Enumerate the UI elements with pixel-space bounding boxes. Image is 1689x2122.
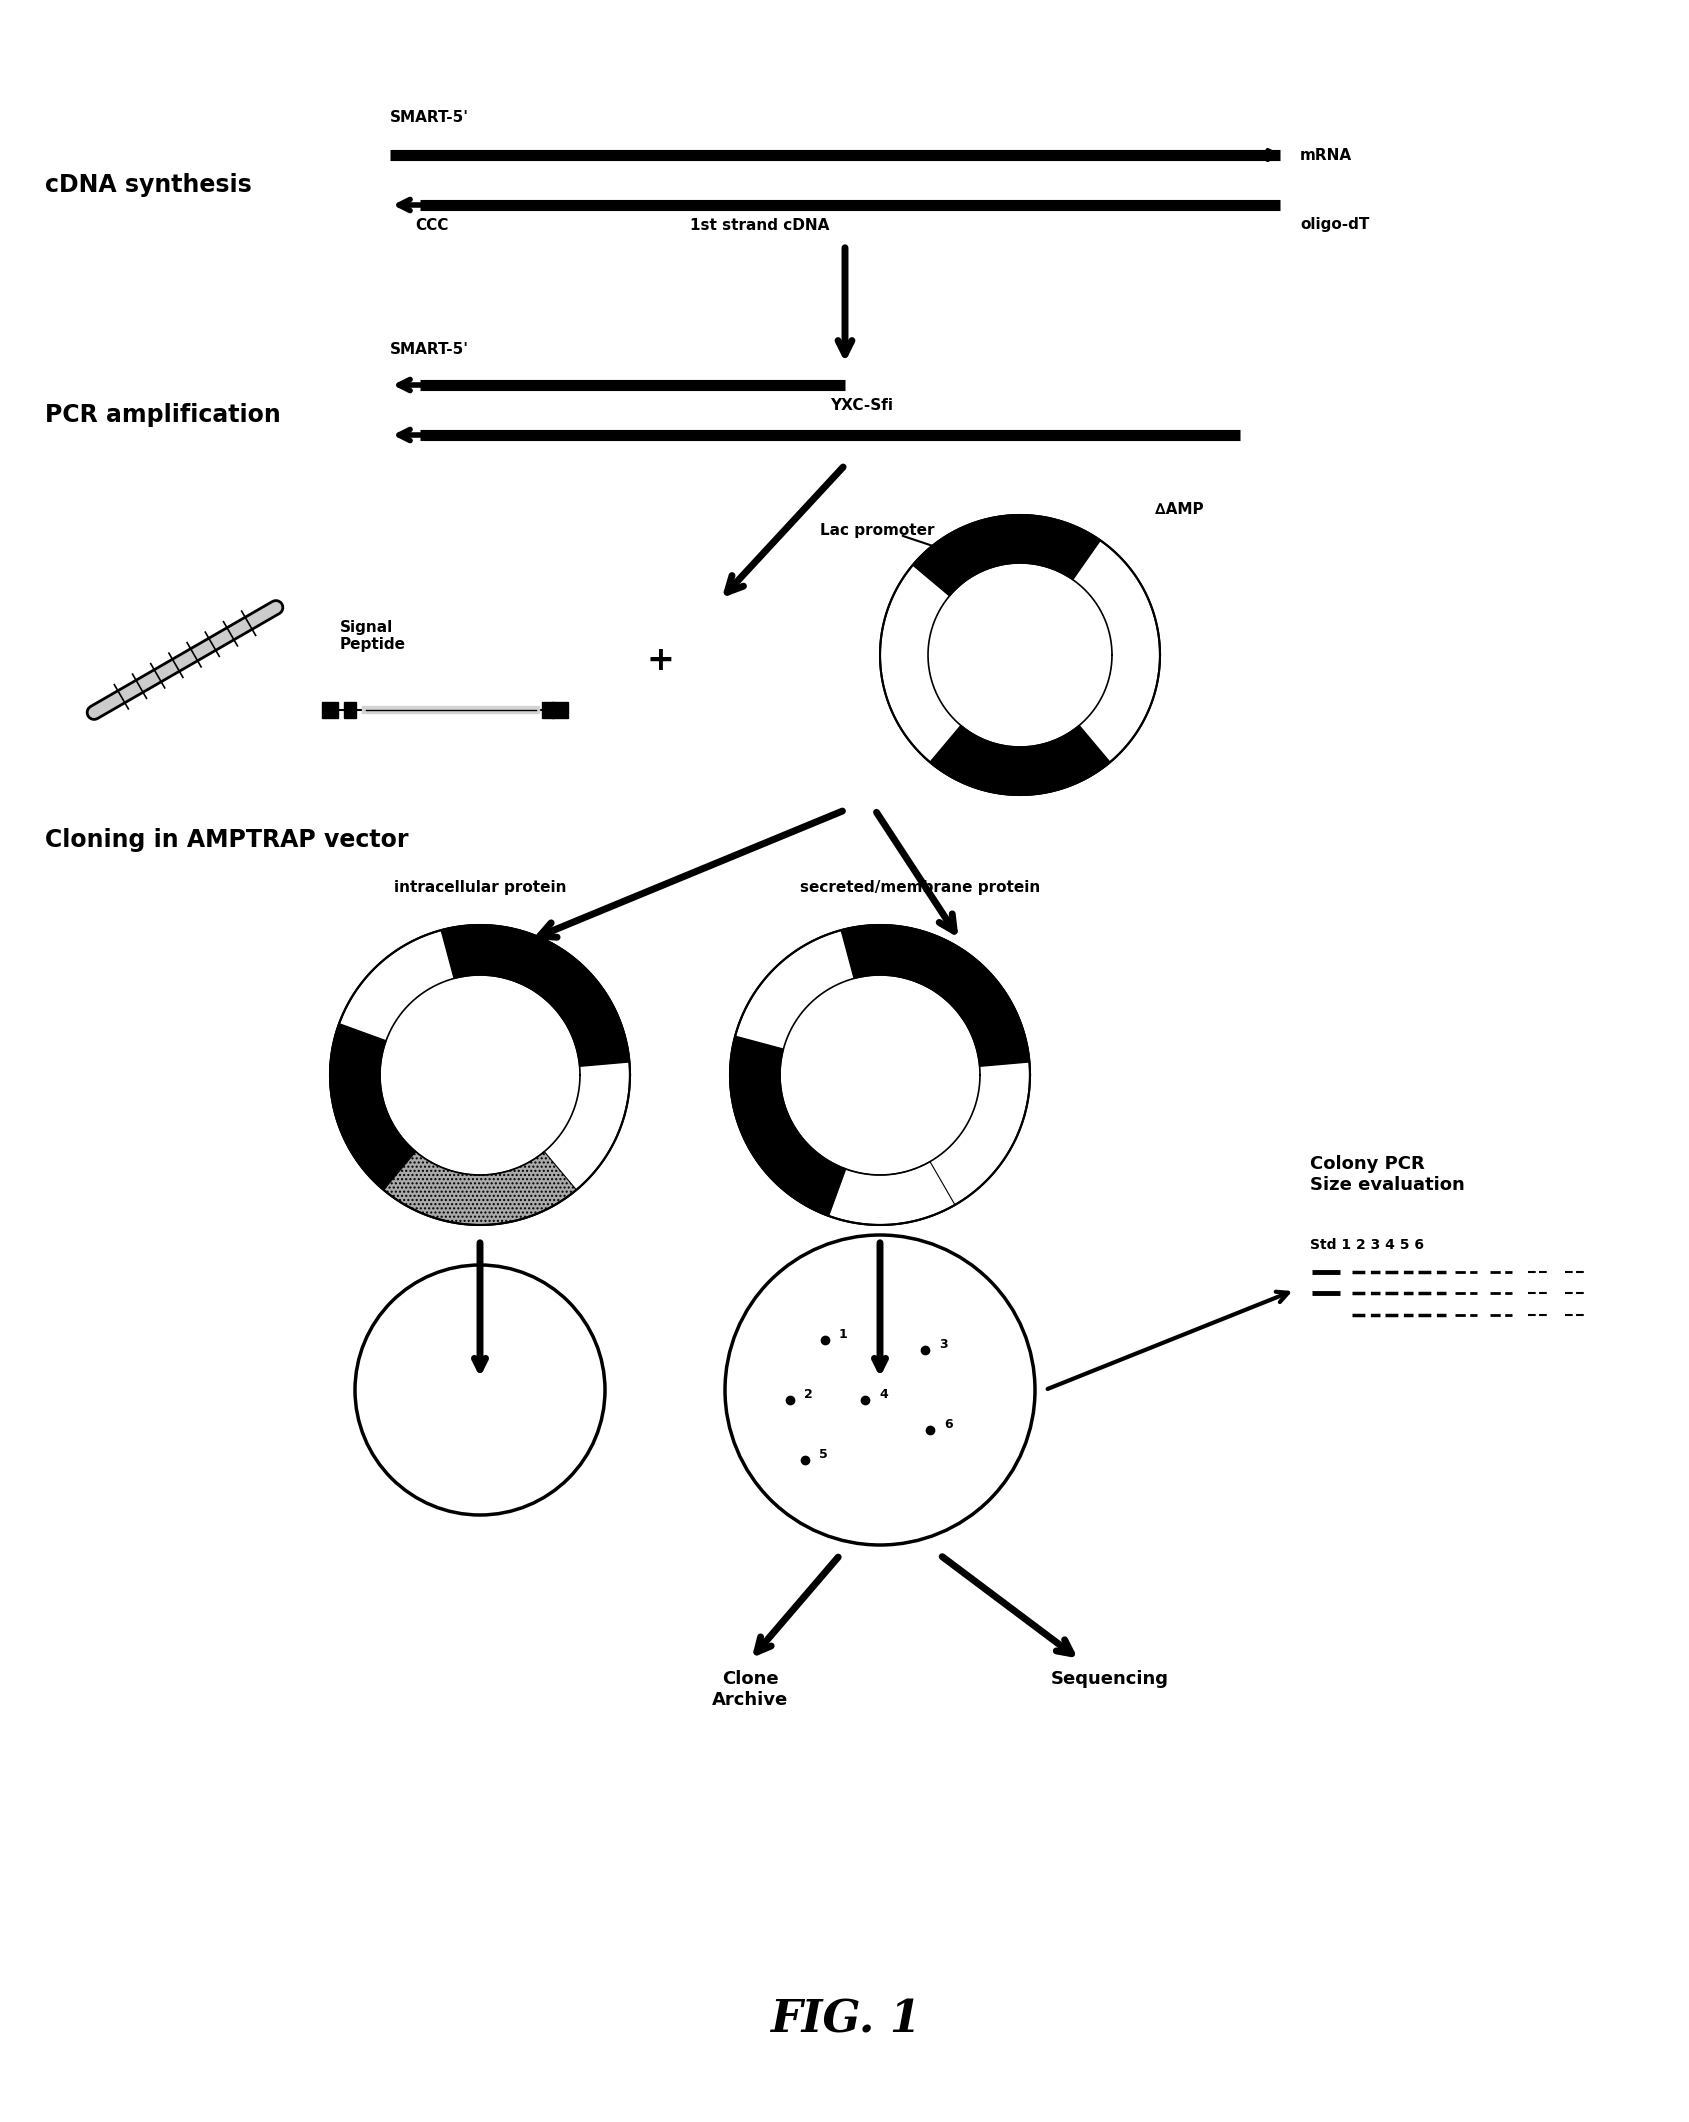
Text: +: + (645, 643, 674, 677)
Text: Signal
Peptide: Signal Peptide (339, 620, 405, 651)
Wedge shape (929, 726, 1110, 796)
Wedge shape (441, 925, 628, 1065)
Text: Clone
Archive: Clone Archive (711, 1670, 787, 1708)
Polygon shape (329, 925, 630, 1224)
Bar (542, 702, 554, 717)
Text: 3: 3 (939, 1339, 948, 1352)
Text: CCC: CCC (415, 216, 448, 233)
Text: 2: 2 (804, 1388, 812, 1401)
Text: Cloning in AMPTRAP vector: Cloning in AMPTRAP vector (46, 828, 409, 853)
Text: SMART-5': SMART-5' (390, 342, 470, 356)
Text: intracellular protein: intracellular protein (394, 881, 566, 895)
Text: 1st strand cDNA: 1st strand cDNA (689, 216, 829, 233)
Text: 4: 4 (878, 1388, 887, 1401)
Text: cDNA synthesis: cDNA synthesis (46, 174, 252, 197)
Text: PCR amplification: PCR amplification (46, 403, 280, 427)
Text: oligo-dT: oligo-dT (1299, 216, 1368, 233)
Wedge shape (730, 1036, 844, 1216)
Text: Std 1 2 3 4 5 6: Std 1 2 3 4 5 6 (1309, 1237, 1424, 1252)
Text: 5: 5 (819, 1449, 828, 1462)
Wedge shape (912, 516, 1100, 596)
Bar (323, 702, 338, 717)
Text: ∆AMP: ∆AMP (1154, 503, 1203, 518)
Polygon shape (880, 516, 1159, 796)
Bar (345, 702, 356, 717)
Text: mRNA: mRNA (1299, 149, 1351, 163)
Bar (552, 702, 568, 717)
Text: 6: 6 (944, 1417, 953, 1432)
Text: SMART-5': SMART-5' (390, 110, 470, 125)
Text: secreted/membrane protein: secreted/membrane protein (799, 881, 1039, 895)
Text: FIG. 1: FIG. 1 (768, 1999, 921, 2041)
Text: YXC-Sfi: YXC-Sfi (829, 397, 892, 412)
Text: Sequencing: Sequencing (1051, 1670, 1169, 1687)
Text: Colony PCR
Size evaluation: Colony PCR Size evaluation (1309, 1154, 1464, 1195)
Polygon shape (730, 925, 1029, 1224)
Text: Lac promoter: Lac promoter (819, 522, 934, 537)
Wedge shape (828, 1161, 954, 1224)
Wedge shape (383, 1152, 576, 1224)
Text: 1: 1 (838, 1328, 848, 1341)
Wedge shape (841, 925, 1029, 1065)
Wedge shape (329, 1023, 415, 1190)
